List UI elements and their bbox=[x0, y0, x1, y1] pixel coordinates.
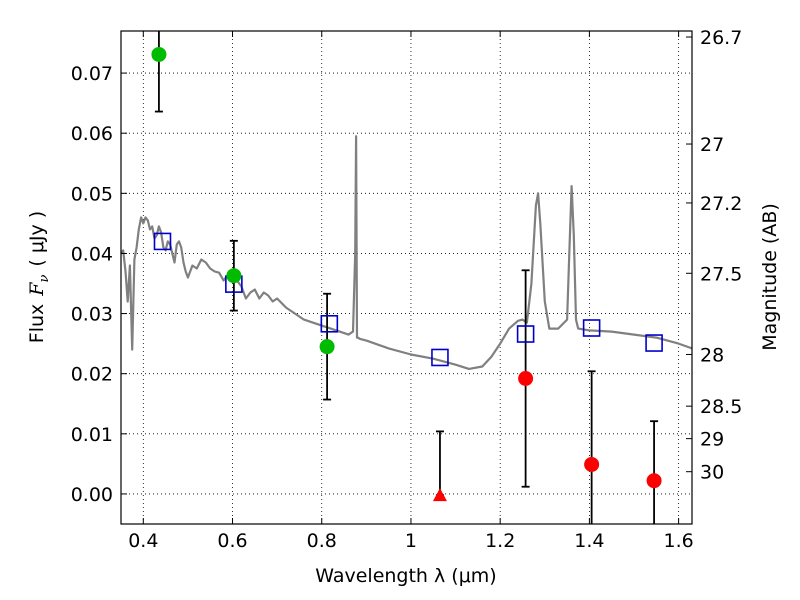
x-axis-label: Wavelength λ (μm) bbox=[315, 565, 496, 587]
magnitude-tick-label: 28.5 bbox=[700, 396, 742, 418]
magnitude-axis: 26.7 27 27.2 27.5 28 28.5 29 30 bbox=[686, 27, 742, 484]
y-axis-label-symbol: F bbox=[26, 282, 48, 297]
y-tick-label: 0.04 bbox=[71, 243, 113, 265]
y-axis-label-subscript: ν bbox=[37, 275, 52, 283]
y-tick-label: 0.06 bbox=[71, 123, 113, 145]
magnitude-tick-label: 26.7 bbox=[700, 27, 742, 49]
model-photometry-square bbox=[320, 314, 339, 333]
magnitude-tick-label: 27.2 bbox=[700, 193, 742, 215]
y-tick-label: 0.01 bbox=[71, 424, 113, 446]
model-spectrum-line bbox=[120, 135, 693, 370]
model-photometry-square bbox=[516, 325, 535, 343]
y-axis-label-suffix: ( μJy ) bbox=[26, 211, 48, 267]
plot-frame bbox=[120, 30, 693, 525]
x-tick-label: 1.2 bbox=[485, 530, 515, 552]
model-spectrum bbox=[120, 135, 693, 370]
grid bbox=[121, 31, 692, 524]
model-photometry-square bbox=[582, 319, 601, 337]
nondetection-point bbox=[646, 473, 662, 489]
magnitude-tick-label: 27 bbox=[700, 134, 724, 156]
x-tick-label: 1 bbox=[405, 530, 417, 552]
upper-limit-triangle bbox=[432, 488, 447, 502]
y-axis-label: Flux Fν ( μJy ) bbox=[26, 211, 52, 343]
model-photometry-square bbox=[431, 348, 449, 367]
y-tick-label: 0.03 bbox=[71, 304, 113, 326]
observed-points bbox=[151, 46, 662, 502]
magnitude-tick-label: 28 bbox=[700, 344, 724, 366]
x-axis: 0.4 0.6 0.8 1 1.2 1.4 1.6 bbox=[128, 31, 694, 552]
x-tick-label: 0.8 bbox=[307, 530, 337, 552]
y-axis: 0.00 0.01 0.02 0.03 0.04 0.05 0.06 0.07 bbox=[71, 63, 127, 506]
x-tick-label: 0.4 bbox=[128, 530, 158, 552]
y-tick-label: 0.05 bbox=[71, 183, 113, 205]
nondetection-point bbox=[584, 456, 600, 472]
detection-point bbox=[226, 268, 242, 284]
magnitude-tick-label: 27.5 bbox=[700, 263, 742, 285]
y-tick-label: 0.02 bbox=[71, 364, 113, 386]
x-tick-label: 0.6 bbox=[217, 530, 247, 552]
magnitude-tick-label: 30 bbox=[700, 462, 724, 484]
x-tick-label: 1.6 bbox=[664, 530, 694, 552]
y-tick-label: 0.07 bbox=[71, 63, 113, 85]
detection-point bbox=[151, 46, 167, 62]
model-photometry-square bbox=[153, 232, 172, 251]
x-tick-label: 1.4 bbox=[574, 530, 604, 552]
magnitude-tick-label: 29 bbox=[700, 429, 724, 451]
y-tick-label: 0.00 bbox=[71, 484, 113, 506]
y-axis-label-prefix: Flux bbox=[26, 304, 48, 344]
detection-point bbox=[319, 339, 335, 355]
model-photometry-square bbox=[645, 334, 663, 352]
nondetection-point bbox=[518, 371, 534, 387]
magnitude-axis-label: Magnitude (AB) bbox=[759, 203, 781, 351]
